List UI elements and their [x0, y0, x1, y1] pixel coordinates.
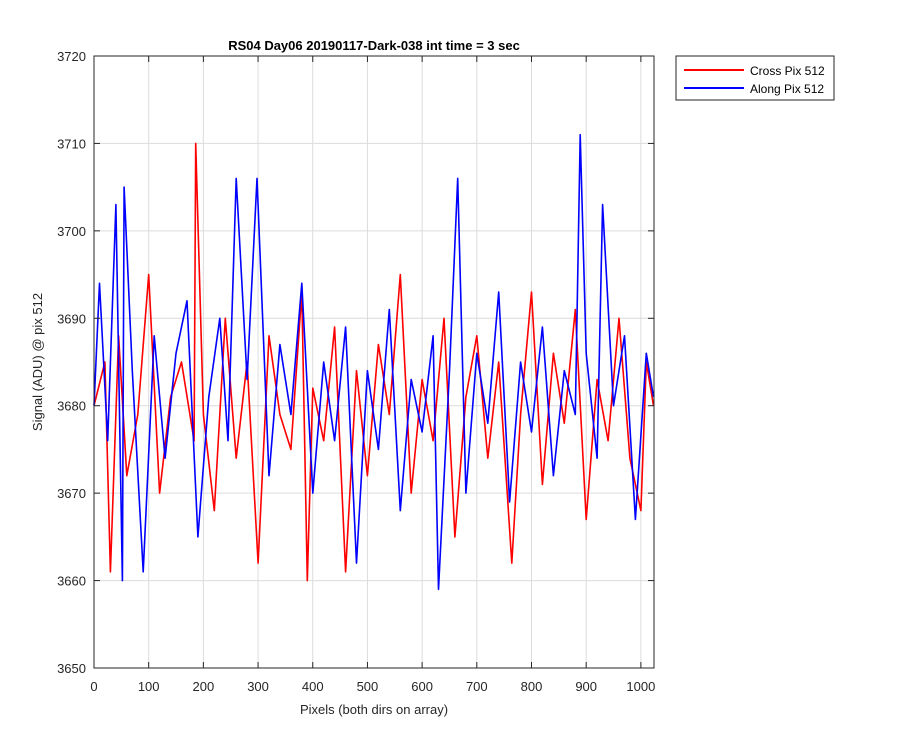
y-tick-label: 3710: [57, 136, 86, 151]
series-layer: [93, 133, 655, 591]
y-ticks: 3650 3660 3670 3680 3690 3700 3710 3720: [57, 49, 654, 676]
series-line-cross-pix-512: [93, 142, 655, 582]
x-tick-label: 400: [302, 679, 324, 694]
x-tick-label: 800: [521, 679, 543, 694]
x-tick-label: 500: [357, 679, 379, 694]
legend-label-cross-pix: Cross Pix 512: [750, 64, 825, 78]
y-tick-label: 3660: [57, 574, 86, 589]
plot-area: [94, 56, 654, 668]
x-tick-label: 100: [138, 679, 160, 694]
legend[interactable]: Cross Pix 512 Along Pix 512: [675, 55, 835, 101]
x-tick-label: 1000: [626, 679, 655, 694]
x-tick-label: 700: [466, 679, 488, 694]
axes-box: [93, 55, 655, 669]
chart-title: RS04 Day06 20190117-Dark-038 int time = …: [228, 38, 520, 53]
y-tick-label: 3650: [57, 661, 86, 676]
x-tick-label: 0: [90, 679, 97, 694]
series-line-along-pix-512: [93, 133, 655, 591]
y-tick-label: 3690: [57, 311, 86, 326]
x-tick-label: 300: [247, 679, 269, 694]
legend-label-along-pix: Along Pix 512: [750, 82, 824, 96]
legend-box: [675, 55, 835, 101]
x-tick-label: 600: [411, 679, 433, 694]
x-tick-label: 900: [575, 679, 597, 694]
x-ticks: 0 100 200 300 400 500 600 700 800 900 1000: [90, 56, 655, 694]
y-tick-label: 3720: [57, 49, 86, 64]
y-tick-label: 3680: [57, 399, 86, 414]
y-axis-label: Signal (ADU) @ pix 512: [30, 293, 45, 431]
y-tick-label: 3700: [57, 224, 86, 239]
y-tick-label: 3670: [57, 486, 86, 501]
x-axis-label: Pixels (both dirs on array): [300, 702, 448, 717]
x-tick-label: 200: [193, 679, 215, 694]
